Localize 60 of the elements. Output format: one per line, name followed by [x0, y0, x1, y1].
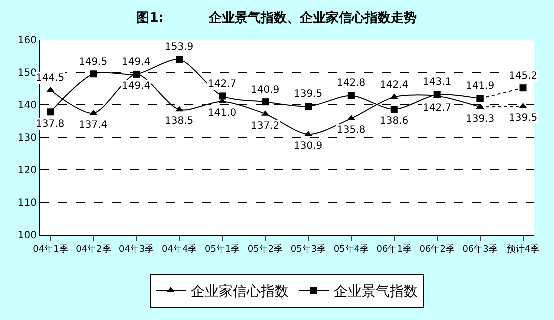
data-label: 145.2	[509, 71, 538, 82]
data-label: 149.5	[79, 57, 108, 68]
data-label: 142.4	[380, 80, 409, 91]
point	[348, 92, 355, 100]
x-tick-label: 04年2季	[76, 244, 112, 255]
y-tick-label: 160	[18, 36, 37, 46]
x-tick-label: 06年2季	[420, 244, 455, 255]
x-tick-label: 05年2季	[248, 244, 284, 255]
x-tick-label: 05年3季	[290, 244, 326, 255]
legend-label: 企业景气指数	[334, 284, 418, 300]
data-label: 153.9	[165, 42, 194, 53]
point	[476, 104, 484, 110]
data-label: 143.1	[423, 77, 452, 88]
chart-title: 图1: 企业景气指数、企业家信心指数走势	[136, 10, 418, 26]
point	[90, 110, 98, 116]
data-label: 144.5	[36, 73, 65, 84]
point	[476, 95, 484, 102]
y-tick-label: 140	[18, 100, 37, 112]
x-tick-label: 06年1季	[376, 244, 412, 255]
legend-label: 企业家信心指数	[191, 284, 289, 300]
data-label: 135.8	[337, 125, 366, 136]
data-label: 142.7	[423, 103, 452, 114]
point	[176, 56, 184, 64]
data-label: 142.7	[208, 79, 237, 90]
point	[176, 106, 184, 112]
point	[90, 70, 98, 78]
data-label: 137.2	[251, 121, 280, 132]
x-tick-label: 04年1季	[33, 244, 68, 255]
data-label: 139.5	[294, 89, 323, 100]
data-label: 139.5	[509, 113, 538, 124]
data-label: 138.6	[380, 116, 409, 127]
point	[520, 84, 527, 92]
data-label: 149.4	[122, 57, 151, 68]
x-tick-label: 06年3季	[462, 244, 498, 255]
x-tick-label: 04年4季	[162, 244, 198, 255]
point	[304, 103, 312, 110]
point	[390, 106, 398, 114]
y-tick-label: 120	[18, 166, 37, 176]
point	[46, 86, 55, 92]
point	[262, 98, 270, 106]
data-label: 130.9	[294, 141, 323, 152]
y-tick-label: 150	[18, 68, 37, 79]
x-tick-label: 05年1季	[204, 244, 240, 255]
y-tick-label: 130	[18, 133, 37, 144]
data-label: 141.0	[208, 108, 237, 119]
point	[47, 108, 54, 116]
data-label: 149.4	[122, 81, 151, 92]
point	[219, 92, 226, 100]
data-label: 139.3	[466, 114, 495, 125]
x-tick-label: 04年3季	[119, 244, 154, 255]
data-label: 141.9	[466, 81, 495, 92]
x-tick-label: 05年4季	[334, 244, 370, 255]
data-label: 137.4	[79, 120, 108, 131]
data-label: 142.8	[337, 78, 366, 89]
x-tick-label: 预计4季	[506, 244, 540, 255]
data-label: 138.5	[165, 116, 194, 127]
data-label: 140.9	[251, 85, 280, 96]
data-label: 137.8	[36, 119, 65, 130]
y-tick-label: 110	[18, 198, 37, 209]
y-tick-label: 100	[18, 230, 37, 242]
